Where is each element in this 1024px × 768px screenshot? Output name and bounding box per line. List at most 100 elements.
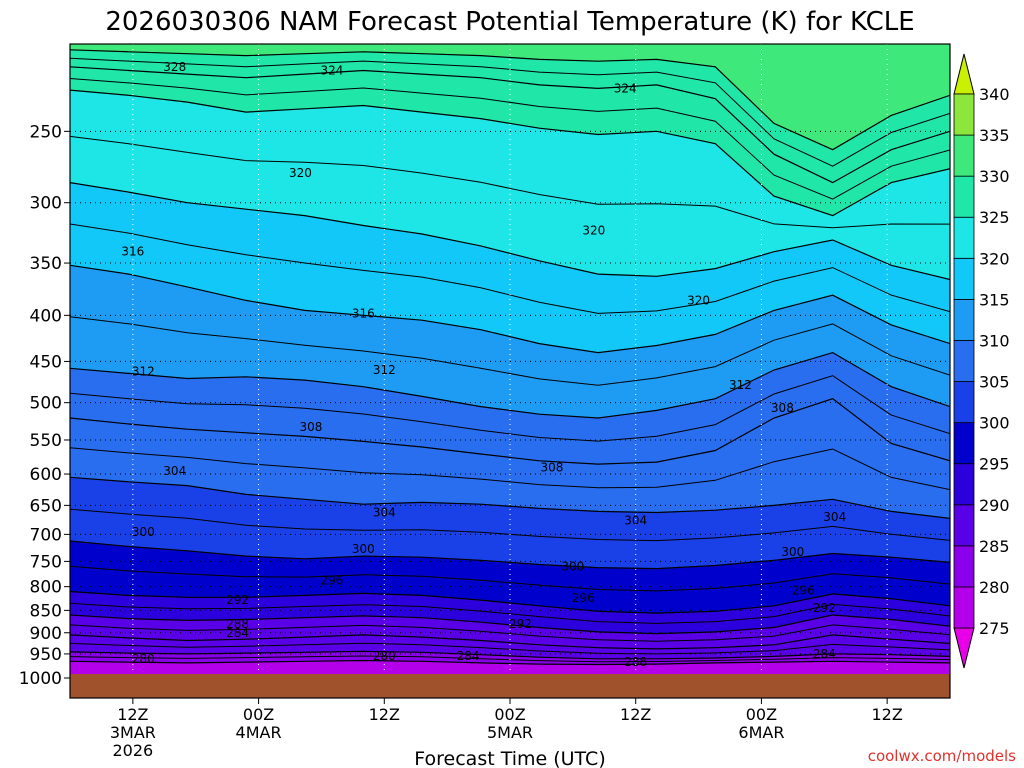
colorbar-tick-label: 335 <box>979 126 1010 145</box>
y-tick-label: 600 <box>30 465 62 485</box>
contour-label: 304 <box>823 510 846 524</box>
contour-label: 284 <box>226 626 249 640</box>
contour-328 <box>70 66 950 184</box>
colorbar-tick-label: 320 <box>979 249 1010 268</box>
contour-minor <box>70 565 950 592</box>
y-tick-label: 500 <box>30 394 62 414</box>
contour-312 <box>70 351 950 419</box>
colorbar-tick-label: 285 <box>979 537 1010 556</box>
colorbar-swatch <box>953 340 975 382</box>
contour-label: 308 <box>540 460 563 474</box>
contour-304 <box>70 476 950 519</box>
contour-308 <box>70 398 950 465</box>
y-tick-label: 300 <box>30 194 62 214</box>
colorbar-tick-label: 280 <box>979 578 1010 597</box>
y-tick-label: 350 <box>30 254 62 274</box>
contour-label: 300 <box>781 545 804 559</box>
colorbar-tick-label: 310 <box>979 331 1010 350</box>
x-tick-label: 00Z <box>494 705 525 724</box>
y-tick-label: 800 <box>30 578 62 598</box>
contour-minor <box>70 602 950 624</box>
x-tick-label: 6MAR <box>738 723 784 742</box>
contour-label: 280 <box>132 652 155 666</box>
x-tick-label: 5MAR <box>487 723 533 742</box>
colorbar-tick-label: 290 <box>979 496 1010 515</box>
colorbar-swatch <box>953 257 975 300</box>
contour-label-layer: 328 324 324 320 320 320 316 316 312 312 312 308 308 3… <box>121 60 846 669</box>
contour-label: 304 <box>373 506 396 520</box>
contour-label: 324 <box>320 63 343 77</box>
contour-332 <box>70 49 950 151</box>
contour-label: 304 <box>163 464 186 478</box>
colorbar-swatch <box>953 134 975 177</box>
contour-284 <box>70 650 950 660</box>
y-tick-label: 1000 <box>19 669 62 689</box>
contour-label: 312 <box>132 365 155 379</box>
x-tick-label: 12Z <box>369 705 400 724</box>
colorbar-tick-label: 295 <box>979 455 1010 474</box>
contour-minor <box>70 78 950 200</box>
chart-title: 2026030306 NAM Forecast Potential Temper… <box>105 7 914 37</box>
colorbar-tick-label: 340 <box>979 85 1010 104</box>
colorbar-tick-label: 300 <box>979 414 1010 433</box>
contour-label: 320 <box>687 293 710 307</box>
colorbar-swatch <box>953 422 975 465</box>
contour-label: 320 <box>289 166 312 180</box>
y-tick-label: 650 <box>30 496 62 516</box>
colorbar-tick-label: 305 <box>979 373 1010 392</box>
contour-label: 300 <box>132 525 155 539</box>
colorbar-swatch <box>953 93 975 136</box>
contour-316 <box>70 264 950 354</box>
contour-label: 316 <box>121 245 144 259</box>
contour-label: 296 <box>320 574 343 588</box>
contour-label: 284 <box>457 649 480 663</box>
band-332 <box>70 44 950 150</box>
contour-300 <box>70 540 950 570</box>
colorbar-swatch <box>953 175 975 218</box>
x-tick-label: 2026 <box>112 741 153 760</box>
contour-minor <box>70 624 950 642</box>
colorbar-tick-label: 315 <box>979 290 1010 309</box>
credit-text: coolwx.com/models <box>868 747 1016 765</box>
contour-label: 316 <box>352 306 375 320</box>
y-tick-label: 450 <box>30 352 62 372</box>
contour-minor <box>70 316 950 386</box>
x-tick-label: 00Z <box>746 705 777 724</box>
y-tick-label: 700 <box>30 525 62 545</box>
contour-label: 304 <box>624 514 647 528</box>
y-tick-label: 400 <box>30 306 62 326</box>
y-tick-label: 900 <box>30 624 62 644</box>
contour-minor <box>70 375 950 442</box>
contour-280 <box>70 659 950 666</box>
contour-label: 328 <box>163 60 186 74</box>
contour-label: 320 <box>582 223 605 237</box>
contour-label: 284 <box>813 647 836 661</box>
contour-label: 300 <box>561 560 584 574</box>
contour-320 <box>70 182 950 281</box>
contour-label: 280 <box>373 649 396 663</box>
colorbar-swatch <box>953 545 975 588</box>
contour-label: 312 <box>729 378 752 392</box>
x-tick-label: 12Z <box>871 705 902 724</box>
x-tick-label: 4MAR <box>236 723 282 742</box>
contour-label: 288 <box>624 655 647 669</box>
y-tick-label: 750 <box>30 552 62 572</box>
x-axis-label: Forecast Time (UTC) <box>414 748 605 768</box>
colorbar: 275 280 285 290 295 300 305 310 315 320 325 330 335 3… <box>953 53 1010 669</box>
contour-label: 296 <box>792 584 815 598</box>
y-tick-label: 250 <box>30 122 62 142</box>
x-tick-label: 00Z <box>243 705 274 724</box>
y-axis: 250 300 350 400 450 500 550 600 650 700 750 800 850 9… <box>19 122 70 689</box>
x-tick-label: 12Z <box>620 705 651 724</box>
colorbar-swatch <box>953 463 975 506</box>
colorbar-tick-label: 325 <box>979 208 1010 227</box>
colorbar-swatch <box>953 504 975 547</box>
colorbar-swatch <box>953 586 975 629</box>
contour-label: 292 <box>509 617 532 631</box>
ground-band <box>70 674 950 698</box>
contour-label: 324 <box>614 81 637 95</box>
contour-label: 308 <box>771 401 794 415</box>
contour-minor <box>70 135 950 229</box>
